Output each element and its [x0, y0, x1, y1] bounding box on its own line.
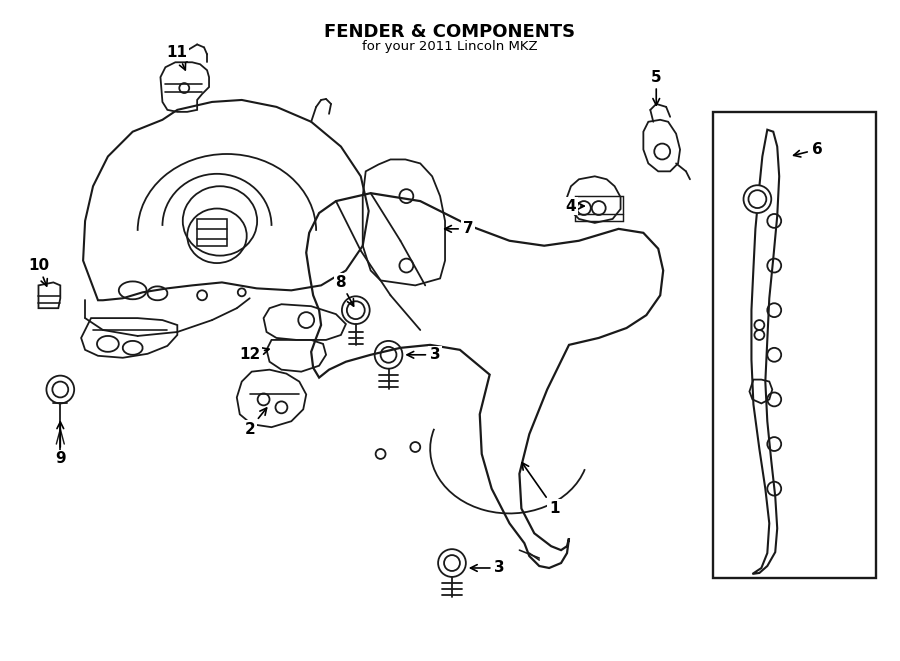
Text: for your 2011 Lincoln MKZ: for your 2011 Lincoln MKZ	[362, 40, 538, 54]
Text: 11: 11	[166, 45, 188, 70]
Circle shape	[438, 549, 466, 577]
Text: 6: 6	[794, 142, 823, 157]
Text: 3: 3	[471, 561, 505, 576]
Text: 8: 8	[336, 275, 354, 306]
Text: 2: 2	[244, 408, 266, 437]
Circle shape	[47, 375, 74, 403]
Text: 9: 9	[55, 422, 66, 467]
Text: 7: 7	[445, 221, 473, 237]
Text: 4: 4	[566, 198, 584, 214]
Text: FENDER & COMPONENTS: FENDER & COMPONENTS	[324, 22, 576, 40]
Circle shape	[743, 185, 771, 213]
Text: 1: 1	[522, 463, 560, 516]
Bar	[713, 112, 877, 578]
Text: 5: 5	[651, 69, 661, 105]
Text: 12: 12	[239, 347, 269, 362]
Circle shape	[342, 296, 370, 324]
Circle shape	[374, 341, 402, 369]
Text: 10: 10	[28, 258, 50, 286]
Text: 3: 3	[407, 347, 440, 362]
